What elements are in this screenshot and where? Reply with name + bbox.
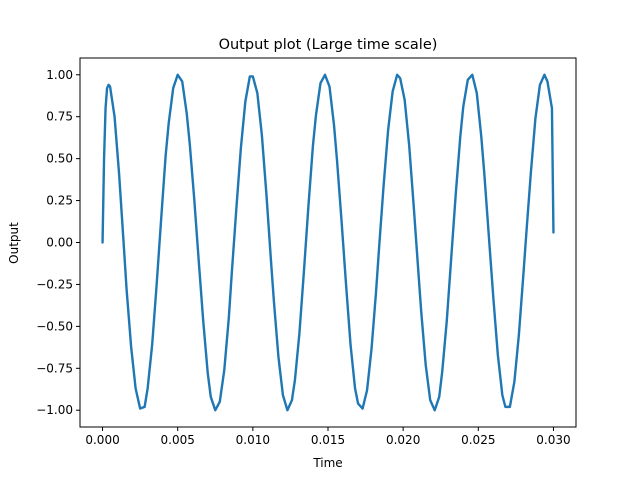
x-tick-label: 0.015: [311, 433, 345, 447]
x-tick-label: 0.000: [85, 433, 119, 447]
y-tick-label: 0.75: [46, 110, 73, 124]
y-tick-label: 0.25: [46, 194, 73, 208]
y-tick-label: −1.00: [36, 403, 73, 417]
x-tick-label: 0.005: [161, 433, 195, 447]
x-tick-label: 0.010: [236, 433, 270, 447]
y-tick-label: −0.25: [36, 277, 73, 291]
y-tick-label: 0.50: [46, 152, 73, 166]
y-tick-label: −0.75: [36, 361, 73, 375]
x-tick-label: 0.025: [461, 433, 495, 447]
y-axis-label: Output: [7, 222, 21, 264]
y-tick-label: 0.00: [46, 236, 73, 250]
series-line-0: [101, 73, 555, 412]
x-tick-label: 0.030: [536, 433, 570, 447]
x-axis-label: Time: [312, 456, 342, 470]
x-tick-label: 0.020: [386, 433, 420, 447]
y-tick-label: 1.00: [46, 68, 73, 82]
y-tick-label: −0.50: [36, 319, 73, 333]
chart-title: Output plot (Large time scale): [219, 37, 438, 53]
